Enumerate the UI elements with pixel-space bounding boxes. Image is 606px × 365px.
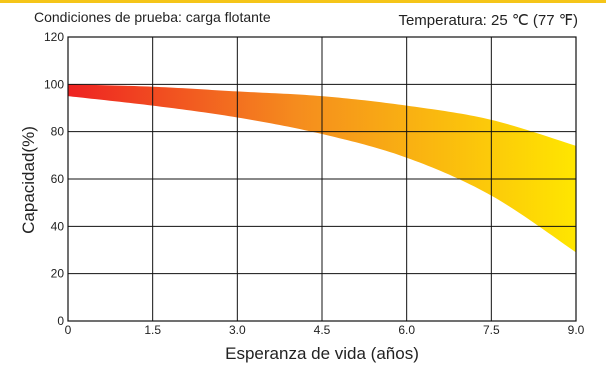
y-tick-label-3: 60 xyxy=(51,172,65,186)
y-tick-label-4: 80 xyxy=(51,125,65,139)
y-tick-label-1: 20 xyxy=(51,267,65,281)
x-tick-label-4: 6.0 xyxy=(398,323,415,337)
x-tick-label-6: 9.0 xyxy=(568,323,585,337)
y-tick-label-2: 40 xyxy=(51,219,65,233)
capacity-band-layer xyxy=(68,84,576,253)
x-tick-label-1: 1.5 xyxy=(144,323,161,337)
x-tick-label-2: 3.0 xyxy=(229,323,246,337)
chart-subtitle: Temperatura: 25 ℃ (77 ℉) xyxy=(398,12,578,29)
capacity-band-0 xyxy=(68,84,576,253)
chart-title: Condiciones de prueba: carga flotante xyxy=(34,9,271,25)
y-tick-label-0: 0 xyxy=(57,314,64,328)
x-axis-label: Esperanza de vida (años) xyxy=(225,344,419,363)
x-tick-label-3: 4.5 xyxy=(314,323,331,337)
plot-frame xyxy=(67,36,577,322)
y-tick-label-5: 100 xyxy=(44,77,64,91)
x-tick-label-0: 0 xyxy=(65,323,72,337)
y-axis-label: Capacidad(%) xyxy=(19,126,38,234)
grid-layer xyxy=(67,36,577,322)
y-tick-label-6: 120 xyxy=(44,30,64,44)
x-tick-label-5: 7.5 xyxy=(483,323,500,337)
tick-layer: 0 1.5 3.0 4.5 6.0 7.5 9.0 0 20 40 60 80 100 120 xyxy=(44,30,585,337)
top-accent-bar xyxy=(0,0,606,3)
